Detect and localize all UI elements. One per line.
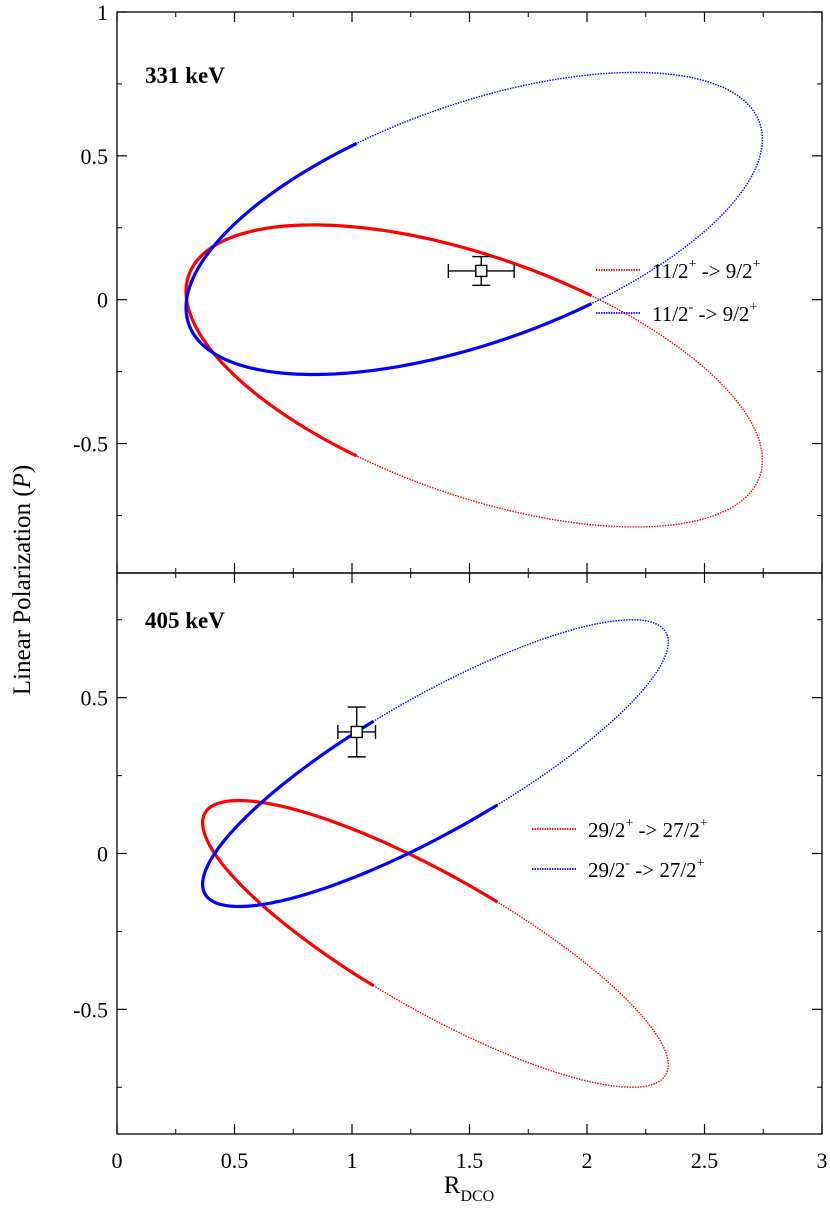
x-tick-label: 1.5 — [456, 1148, 484, 1173]
data-point — [447, 255, 515, 287]
ellipse-curve — [201, 799, 669, 1088]
legend-label: 11/2- -> 9/2+ — [652, 300, 757, 326]
y-axis-label: Linear Polarization (P) — [9, 465, 36, 695]
y-tick-label: 0.5 — [81, 144, 109, 169]
plot-frame — [116, 572, 823, 1135]
legend-item: 29/2- -> 27/2+ — [532, 856, 705, 882]
ellipse-arc — [184, 141, 593, 377]
x-tick-label: 1 — [347, 1148, 358, 1173]
x-tick-label: 3 — [817, 1148, 828, 1173]
ellipse-arc — [201, 719, 499, 909]
y-tick-label: -0.5 — [73, 997, 108, 1022]
curves — [201, 619, 669, 1088]
y-tick-label: 0 — [97, 288, 108, 313]
y-tick-label: 0 — [97, 842, 108, 867]
x-tick-label: 0 — [112, 1148, 123, 1173]
legend-item: 11/2+ -> 9/2+ — [596, 257, 761, 283]
panel-title: 405 keV — [145, 608, 225, 633]
top-panel: -0.5 0 0.5 1 331 keV 11/2+ -> 9/2+ 11/2- -> 9/… — [73, 0, 823, 574]
data-marker — [475, 264, 488, 278]
x-tick-label: 2 — [582, 1148, 593, 1173]
plot-frame — [116, 11, 823, 574]
data-point — [337, 706, 377, 758]
curves — [184, 71, 764, 528]
panel-title: 331 keV — [145, 63, 225, 88]
y-tick-label: 1 — [97, 0, 108, 25]
legend: 11/2+ -> 9/2+ 11/2- -> 9/2+ — [596, 257, 761, 326]
x-tick-label: 0.5 — [221, 1148, 249, 1173]
legend-item: 29/2+ -> 27/2+ — [532, 816, 708, 842]
ellipse-arc — [184, 223, 593, 458]
ellipse-curve — [185, 71, 764, 376]
legend-item: 11/2- -> 9/2+ — [596, 300, 757, 326]
x-tick-label: 2.5 — [691, 1148, 719, 1173]
y-tick-label: -0.5 — [73, 432, 108, 457]
legend: 29/2+ -> 27/2+ 29/2- -> 27/2+ — [532, 816, 708, 882]
ellipse-arc — [201, 798, 499, 988]
legend-label: 29/2+ -> 27/2+ — [588, 816, 708, 842]
legend-label: 11/2+ -> 9/2+ — [652, 257, 761, 283]
legend-label: 29/2- -> 27/2+ — [588, 856, 705, 882]
data-marker — [350, 725, 363, 739]
x-axis-label: RDCO — [444, 1172, 494, 1205]
bottom-panel: 0 0.5 1 1.5 2 2.5 3 -0.5 0 0.5 405 keV 29/2+ -> 27/… — [73, 572, 828, 1173]
axis-titles: Linear Polarization (P) RDCO — [9, 465, 494, 1205]
y-tick-label: 0.5 — [81, 686, 109, 711]
